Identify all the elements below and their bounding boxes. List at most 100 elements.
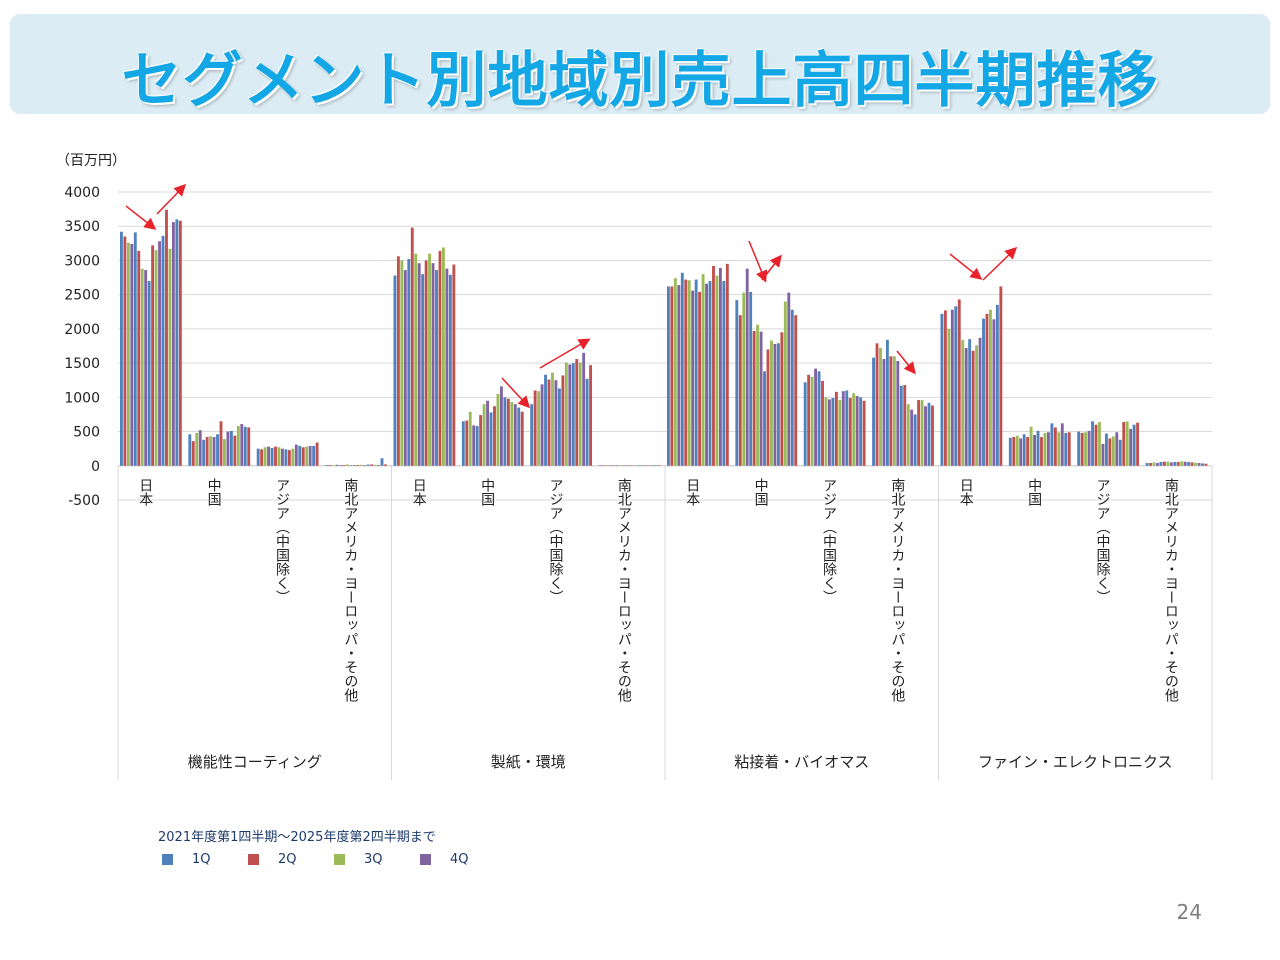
bar xyxy=(465,420,469,466)
bar xyxy=(308,445,312,466)
bar xyxy=(325,465,328,466)
bar xyxy=(442,247,445,466)
bar xyxy=(896,361,900,466)
bar xyxy=(1022,434,1026,466)
bar xyxy=(342,464,346,466)
bar xyxy=(989,309,992,466)
bar xyxy=(530,404,534,466)
bar xyxy=(1176,462,1180,466)
segment-label: 製紙・環境 xyxy=(491,753,566,771)
bar xyxy=(859,397,863,466)
bar xyxy=(564,362,568,466)
region-label: 南北アメリカ・ヨーロッパ・その他 xyxy=(1163,478,1179,703)
bar xyxy=(691,290,695,466)
bar xyxy=(161,235,165,466)
bar xyxy=(1194,462,1198,466)
bar xyxy=(687,280,691,466)
bar xyxy=(787,292,791,466)
trend-arrow xyxy=(896,350,916,375)
bar xyxy=(1201,463,1204,466)
bar xyxy=(940,313,944,466)
bar xyxy=(1122,421,1126,466)
bar xyxy=(882,359,886,466)
y-tick-label: 1500 xyxy=(64,356,100,372)
bar xyxy=(370,464,374,466)
bar xyxy=(810,376,814,466)
bar xyxy=(654,465,657,466)
bar xyxy=(1053,427,1057,466)
bar xyxy=(328,464,332,466)
bar xyxy=(256,448,260,466)
bar xyxy=(209,436,213,466)
bar xyxy=(684,279,688,466)
bar xyxy=(1091,421,1094,466)
region-label: 南北アメリカ・ヨーロッパ・その他 xyxy=(616,478,632,703)
bar xyxy=(479,415,483,466)
bar xyxy=(828,399,831,466)
bar xyxy=(1008,437,1012,466)
bar xyxy=(126,242,130,466)
bar xyxy=(1064,432,1068,466)
bar xyxy=(640,465,644,466)
bar xyxy=(482,404,486,466)
bar xyxy=(332,465,335,466)
bar xyxy=(1159,462,1163,466)
bar xyxy=(1046,432,1050,466)
legend-label: 2Q xyxy=(278,852,297,867)
bar xyxy=(247,427,251,466)
bar xyxy=(715,275,719,466)
bar xyxy=(175,219,179,466)
bar xyxy=(821,380,824,466)
bar xyxy=(236,426,240,466)
bar xyxy=(366,464,370,466)
bar xyxy=(489,412,493,466)
region-label: アジア（中国除く） xyxy=(547,478,563,604)
bar xyxy=(147,280,151,466)
bar xyxy=(670,286,674,466)
bar xyxy=(1108,438,1112,466)
bar xyxy=(267,446,271,466)
bar xyxy=(421,274,425,466)
legend-swatch xyxy=(420,854,431,865)
region-label: 南北アメリカ・ヨーロッパ・その他 xyxy=(889,478,905,703)
bar xyxy=(845,390,849,466)
bar xyxy=(1169,462,1173,466)
bar xyxy=(814,368,818,466)
segment-label: 機能性コーティング xyxy=(188,753,322,771)
region-label: 南北アメリカ・ヨーロッパ・その他 xyxy=(342,478,358,703)
bar xyxy=(749,291,753,466)
bar xyxy=(763,371,766,466)
bar xyxy=(910,409,914,466)
bar xyxy=(216,434,219,466)
bar xyxy=(424,260,428,466)
legend-label: 3Q xyxy=(364,852,383,867)
bar xyxy=(947,328,951,466)
bar xyxy=(759,331,763,466)
legend-item-1q: 1Q xyxy=(162,852,248,867)
bar xyxy=(493,406,496,466)
bar xyxy=(602,465,605,466)
bar xyxy=(995,304,999,466)
bar xyxy=(917,400,921,466)
bar xyxy=(1098,421,1101,466)
bar xyxy=(461,421,465,466)
bar xyxy=(875,343,879,466)
bar xyxy=(445,268,449,466)
trend-arrow xyxy=(982,246,1018,281)
bar xyxy=(770,340,773,466)
bar xyxy=(226,431,230,466)
segment-label: ファイン・エレクトロニクス xyxy=(978,753,1173,771)
bar xyxy=(212,437,216,466)
bar xyxy=(756,324,760,466)
bar xyxy=(585,378,589,466)
y-tick-label: -500 xyxy=(68,493,100,509)
bar xyxy=(377,464,380,466)
bar xyxy=(1180,461,1184,466)
bar xyxy=(1129,428,1133,466)
bar xyxy=(807,374,811,466)
bar xyxy=(414,253,418,466)
region-label: 中国 xyxy=(1026,478,1042,506)
bar xyxy=(335,464,339,466)
bar xyxy=(773,343,777,466)
